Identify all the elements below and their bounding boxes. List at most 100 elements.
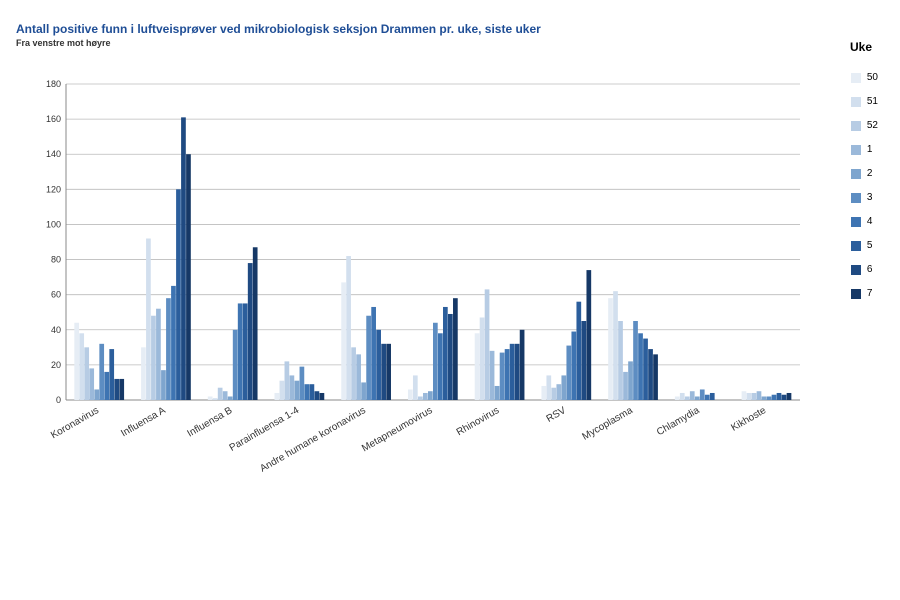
- bar: [495, 386, 500, 400]
- svg-text:20: 20: [51, 360, 61, 370]
- bar: [428, 391, 433, 400]
- bar: [505, 349, 510, 400]
- bar: [700, 389, 705, 400]
- legend-label: 4: [867, 216, 873, 227]
- bar: [546, 375, 551, 400]
- bar: [767, 396, 772, 400]
- legend-swatch: [851, 217, 861, 227]
- bar: [208, 396, 213, 400]
- bar: [648, 349, 653, 400]
- bar: [680, 393, 685, 400]
- legend-title: Uke: [850, 40, 872, 54]
- bar: [772, 395, 777, 400]
- legend-label: 2: [867, 168, 873, 179]
- bar: [243, 303, 248, 400]
- bar: [423, 393, 428, 400]
- legend-swatch: [851, 241, 861, 251]
- legend-label: 52: [867, 120, 878, 131]
- bar: [566, 346, 571, 400]
- legend-label: 50: [867, 72, 878, 83]
- bar: [213, 398, 218, 400]
- svg-text:60: 60: [51, 290, 61, 300]
- bar: [74, 323, 79, 400]
- bar: [376, 330, 381, 400]
- x-axis-label: Influensa A: [119, 405, 168, 439]
- legend-label: 7: [867, 288, 873, 299]
- bar: [653, 354, 658, 400]
- legend-label: 1: [867, 144, 873, 155]
- bar: [618, 321, 623, 400]
- bar: [418, 396, 423, 400]
- svg-text:160: 160: [46, 114, 61, 124]
- bar: [777, 393, 782, 400]
- bar: [141, 347, 146, 400]
- bar: [433, 323, 438, 400]
- legend-swatch: [851, 193, 861, 203]
- bar: [490, 351, 495, 400]
- legend-swatch: [851, 121, 861, 131]
- bar: [643, 339, 648, 400]
- bar: [413, 375, 418, 400]
- legend-label: 3: [867, 192, 873, 203]
- bar: [310, 384, 315, 400]
- bar: [581, 321, 586, 400]
- legend-swatch: [851, 97, 861, 107]
- legend-item: 7: [851, 288, 878, 299]
- x-axis-label: Influensa B: [185, 405, 234, 440]
- bar: [613, 291, 618, 400]
- legend-item: 5: [851, 240, 878, 251]
- bar: [280, 381, 285, 400]
- bar: [685, 396, 690, 400]
- bar: [675, 396, 680, 400]
- legend-item: 3: [851, 192, 878, 203]
- bar: [386, 344, 391, 400]
- bar: [510, 344, 515, 400]
- svg-text:180: 180: [46, 80, 61, 89]
- legend-label: 6: [867, 264, 873, 275]
- bar: [151, 316, 156, 400]
- x-axis-label: Rhinovirus: [455, 405, 501, 438]
- bar: [176, 189, 181, 400]
- bar: [782, 395, 787, 400]
- svg-text:80: 80: [51, 255, 61, 265]
- bar: [290, 375, 295, 400]
- svg-text:120: 120: [46, 184, 61, 194]
- bar: [571, 332, 576, 400]
- x-axis-label: Mycoplasma: [581, 405, 635, 443]
- bar: [633, 321, 638, 400]
- bar: [346, 256, 351, 400]
- bar: [156, 309, 161, 400]
- x-axis-label: Metapneumovirus: [360, 405, 434, 454]
- bar: [608, 298, 613, 400]
- bar: [89, 368, 94, 400]
- bar: [146, 238, 151, 400]
- legend-item: 52: [851, 120, 878, 131]
- bar: [238, 303, 243, 400]
- bar: [285, 361, 290, 400]
- bar: [556, 384, 561, 400]
- bar: [586, 270, 591, 400]
- bar: [408, 389, 413, 400]
- bar: [705, 395, 710, 400]
- bar: [341, 282, 346, 400]
- bar: [695, 396, 700, 400]
- bar: [104, 372, 109, 400]
- legend-item: 4: [851, 216, 878, 227]
- bar: [300, 367, 305, 400]
- bar: [181, 117, 186, 400]
- legend-item: 51: [851, 96, 878, 107]
- bar: [218, 388, 223, 400]
- bar: [762, 396, 767, 400]
- x-axis-label: Andre humane koronavirus: [258, 405, 367, 475]
- bar: [320, 393, 325, 400]
- x-axis-label: RSV: [545, 405, 569, 425]
- bar: [500, 353, 505, 400]
- bar: [475, 333, 480, 400]
- bar: [295, 381, 300, 400]
- legend-item: 50: [851, 72, 878, 83]
- bar: [161, 370, 166, 400]
- bar: [233, 330, 238, 400]
- svg-text:40: 40: [51, 325, 61, 335]
- bar: [628, 361, 633, 400]
- bar: [747, 393, 752, 400]
